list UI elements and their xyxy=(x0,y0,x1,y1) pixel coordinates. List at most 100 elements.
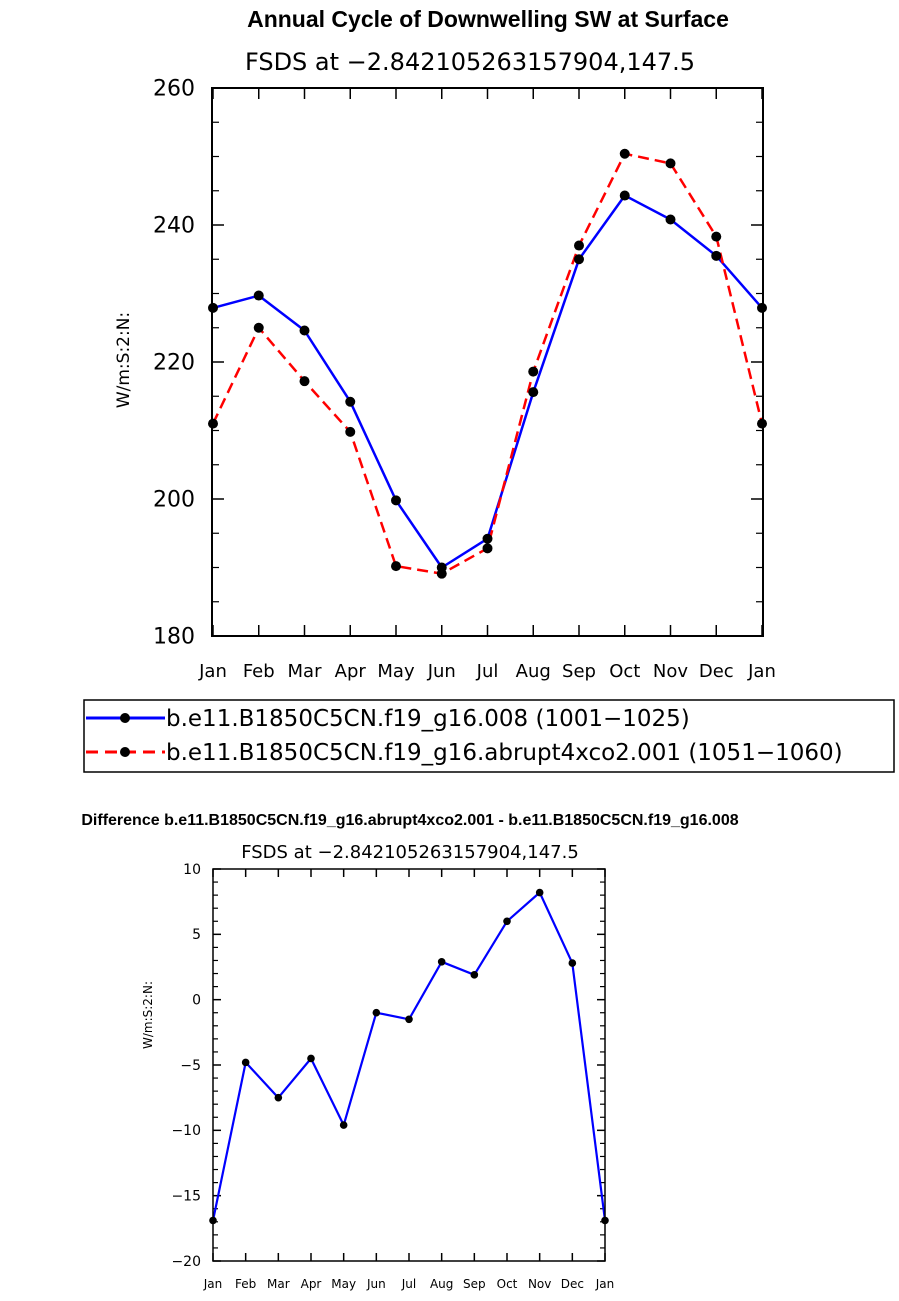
legend-box xyxy=(83,699,895,773)
chart1-series-0-point xyxy=(299,325,310,336)
chart1-series-line-0 xyxy=(212,194,763,569)
chart1-series-0-point xyxy=(391,495,401,506)
chart1-x-tick-label: Jan xyxy=(198,661,227,682)
chart2-x-tick-label: Oct xyxy=(497,1277,518,1291)
chart2-x-tick-label: Jan xyxy=(595,1277,615,1291)
chart2-x-tick-label: Feb xyxy=(235,1277,256,1291)
chart2-markers xyxy=(209,888,609,1225)
chart2-plot-frame xyxy=(212,868,606,1262)
chart1-series-0-point xyxy=(619,190,630,201)
chart2-x-tick-label: May xyxy=(331,1277,356,1291)
chart2-series-0-point xyxy=(307,1054,315,1063)
chart1-y-tick-label: 180 xyxy=(153,625,195,650)
chart2-subtitle: FSDS at −2.842105263157904,147.5 xyxy=(241,842,579,863)
chart1-x-tick-label: May xyxy=(377,661,415,682)
chart2-x-tick-label: Mar xyxy=(267,1277,290,1291)
chart2-x-tick-label: Aug xyxy=(430,1277,453,1291)
chart2-x-tick-labels: Jan Feb Mar Apr May Jun Jul Aug Sep Oct Nov Dec Jan xyxy=(203,1277,615,1291)
chart1-y-tick-label: 260 xyxy=(153,77,195,102)
chart1-y-tick-labels: 180 200 220 240 260 xyxy=(153,77,195,650)
legend-label-control: b.e11.B1850C5CN.f19_g16.008 (1001−1025) xyxy=(166,706,690,732)
chart2-x-tick-label: Sep xyxy=(463,1277,486,1291)
chart2-y-tick-label: 5 xyxy=(192,927,201,943)
chart1-series-0-point xyxy=(253,290,264,301)
chart1-series-0-point xyxy=(665,214,676,225)
difference-chart: Difference b.e11.B1850C5CN.f19_g16.abrup… xyxy=(81,812,738,1291)
chart1-markers xyxy=(208,148,767,579)
chart2-y-tick-label: −20 xyxy=(171,1254,201,1270)
legend-marker-control xyxy=(120,713,130,723)
chart1-legend: b.e11.B1850C5CN.f19_g16.008 (1001−1025) … xyxy=(83,699,895,773)
chart2-ticks xyxy=(212,868,606,1262)
chart1-series-1-point xyxy=(391,561,401,572)
chart2-series-0-point xyxy=(437,957,446,966)
chart2-series-0-point xyxy=(241,1058,250,1067)
chart2-series-0-point xyxy=(274,1093,283,1102)
chart1-lines xyxy=(211,152,764,575)
chart1-subtitle: FSDS at −2.842105263157904,147.5 xyxy=(245,48,695,76)
chart1-series-0-point xyxy=(345,396,356,407)
chart1-title: Annual Cycle of Downwelling SW at Surfac… xyxy=(247,6,729,32)
chart2-series-0-point xyxy=(568,959,577,967)
chart1-y-tick-label: 200 xyxy=(153,488,195,513)
chart2-series-0-point xyxy=(372,1008,381,1017)
chart1-series-1-point xyxy=(665,158,676,169)
chart2-y-tick-label: 10 xyxy=(183,862,201,878)
chart1-series-1-point xyxy=(619,148,630,159)
chart1-x-tick-label: Dec xyxy=(699,661,734,682)
chart2-series-0-point xyxy=(405,1015,413,1024)
chart2-x-tick-label: Jan xyxy=(203,1277,223,1291)
chart2-y-tick-label: −5 xyxy=(180,1058,201,1074)
chart2-x-tick-label: Dec xyxy=(561,1277,584,1291)
chart1-plot-frame xyxy=(211,87,764,637)
chart1-series-0-point xyxy=(711,250,722,261)
chart1-series-0-point xyxy=(482,533,493,544)
chart2-series-0-point xyxy=(535,888,544,897)
chart2-title: Difference b.e11.B1850C5CN.f19_g16.abrup… xyxy=(81,812,738,829)
chart1-y-tick-label: 240 xyxy=(153,214,195,239)
chart2-x-tick-label: Jun xyxy=(366,1277,386,1291)
chart1-series-0-point xyxy=(574,254,584,265)
chart2-lines xyxy=(211,891,607,1221)
chart1-series-0-point xyxy=(528,387,539,398)
chart1-series-1-point xyxy=(528,366,539,377)
chart2-series-0-point xyxy=(503,917,511,926)
chart1-x-tick-label: Nov xyxy=(653,661,688,682)
legend-label-4xco2: b.e11.B1850C5CN.f19_g16.abrupt4xco2.001 … xyxy=(166,740,843,766)
chart1-series-1-point xyxy=(436,568,447,579)
chart1-series-1-point xyxy=(299,376,310,387)
chart1-x-tick-label: Sep xyxy=(562,661,596,682)
chart2-y-axis-label: W/m:S:2:N: xyxy=(141,981,155,1049)
chart2-y-tick-label: −10 xyxy=(171,1123,201,1139)
chart1-x-tick-label: Jun xyxy=(427,661,456,682)
chart1-series-line-1 xyxy=(211,152,764,575)
chart1-ticks xyxy=(212,87,763,637)
legend-marker-4xco2 xyxy=(120,747,130,757)
chart1-x-tick-label: Jan xyxy=(747,661,776,682)
chart1-x-tick-label: Aug xyxy=(516,661,551,682)
chart1-x-tick-label: Jul xyxy=(476,661,499,682)
chart2-y-tick-labels: −20 −15 −10 −5 0 5 10 xyxy=(171,862,201,1270)
chart2-x-tick-label: Apr xyxy=(301,1277,322,1291)
chart1-x-tick-label: Oct xyxy=(609,661,640,682)
chart1-series-1-point xyxy=(574,240,584,251)
chart1-x-tick-label: Mar xyxy=(288,661,323,682)
chart1-x-tick-label: Feb xyxy=(243,661,275,682)
chart2-series-line-0 xyxy=(211,891,607,1221)
chart2-series-0-point xyxy=(339,1121,348,1129)
chart2-y-tick-label: 0 xyxy=(192,993,201,1009)
chart1-series-1-point xyxy=(482,543,493,554)
chart2-y-tick-label: −15 xyxy=(171,1189,201,1205)
chart1-x-tick-labels: Jan Feb Mar Apr May Jun Jul Aug Sep Oct Nov Dec Jan xyxy=(198,661,776,682)
chart1-y-tick-label: 220 xyxy=(153,351,195,376)
chart2-series-0-point xyxy=(470,971,479,979)
chart1-y-axis-label: W/m:S:2:N: xyxy=(114,312,134,408)
chart2-x-tick-label: Jul xyxy=(401,1277,416,1291)
chart1-series-1-point xyxy=(711,231,722,242)
chart1-series-1-point xyxy=(253,322,264,333)
chart1-x-tick-label: Apr xyxy=(335,661,367,682)
chart2-x-tick-label: Nov xyxy=(528,1277,551,1291)
chart1-series-1-point xyxy=(345,426,356,437)
annual-cycle-chart: Annual Cycle of Downwelling SW at Surfac… xyxy=(83,6,895,773)
